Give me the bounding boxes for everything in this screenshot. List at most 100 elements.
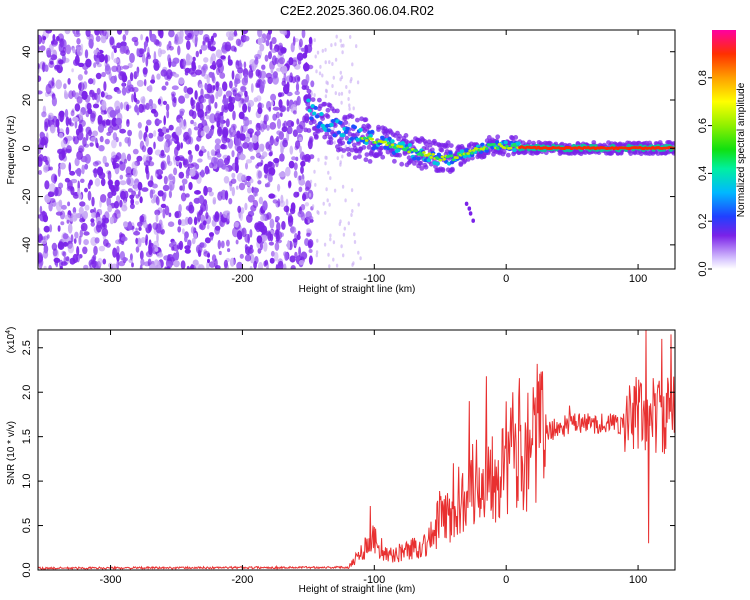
ridge-halo <box>423 164 429 170</box>
ridge-halo <box>366 144 372 150</box>
noise-blob <box>92 254 97 261</box>
noise-blob <box>65 44 72 55</box>
noise-blob <box>269 122 277 130</box>
haze-point <box>340 43 343 48</box>
noise-blob <box>51 96 58 107</box>
ridge-halo <box>322 101 328 107</box>
noise-blob <box>104 54 108 64</box>
ridge-halo <box>324 131 330 137</box>
noise-blob <box>153 240 160 249</box>
noise-blob <box>264 174 268 179</box>
haze-point <box>333 188 337 193</box>
noise-blob <box>116 30 123 35</box>
ridge-halo <box>465 157 471 162</box>
ridge-core <box>505 144 509 148</box>
noise-blob <box>162 208 166 219</box>
ridge-halo <box>349 114 355 119</box>
noise-blob <box>160 69 168 77</box>
noise-blob <box>127 221 133 231</box>
ridge-core <box>492 143 496 146</box>
noise-blob <box>268 193 276 199</box>
noise-blob <box>234 93 242 102</box>
noise-blob <box>73 59 80 66</box>
noise-blob <box>289 255 296 263</box>
noise-blob <box>79 82 83 90</box>
noise-blob <box>286 120 294 128</box>
noise-blob <box>126 119 130 127</box>
haze-point <box>335 263 339 268</box>
x-tick-label: -300 <box>100 574 122 586</box>
noise-blob <box>280 232 285 237</box>
noise-blob <box>84 153 91 164</box>
colorbar-title: Normalized spectral amplitude <box>736 82 747 217</box>
noise-blob <box>116 213 122 219</box>
ridge-body <box>306 98 311 103</box>
haze-point <box>351 62 354 67</box>
colorbar: 0.0 0.2 0.4 0.6 0.8 Normalized spectral ampl… <box>697 30 747 277</box>
haze-point <box>328 60 331 65</box>
noise-blob <box>305 180 312 191</box>
noise-blob <box>156 169 164 176</box>
ridge-body <box>341 133 346 138</box>
haze-point <box>311 204 315 209</box>
noise-blob <box>158 251 163 257</box>
noise-blob <box>200 169 205 178</box>
ridge-halo <box>344 135 350 141</box>
x-tick-label: -200 <box>231 574 253 586</box>
noise-blob <box>187 32 193 39</box>
noise-blob <box>197 123 204 129</box>
noise-blob <box>214 143 221 152</box>
snr-panel: -300 -200 -100 0 100 0.0 0.5 1.0 1.5 2.0 2.5 Heig… <box>5 327 676 595</box>
noise-blob <box>208 130 214 137</box>
noise-blob <box>74 157 80 167</box>
noise-blob <box>62 251 67 257</box>
noise-blob <box>156 73 161 80</box>
noise-blob <box>171 85 179 90</box>
noise-blob <box>102 30 107 37</box>
noise-blob <box>157 128 163 133</box>
ridge-body <box>329 122 334 127</box>
noise-blob <box>278 99 283 109</box>
noise-blob <box>249 132 253 138</box>
ridge-core <box>449 154 454 158</box>
noise-blob <box>174 210 182 219</box>
noise-blob <box>195 163 200 170</box>
noise-blob <box>38 75 42 83</box>
ridge-body <box>407 143 413 147</box>
ridge-body <box>358 127 363 132</box>
haze-point <box>324 161 327 166</box>
noise-blob <box>63 83 67 90</box>
noise-blob <box>113 201 120 209</box>
noise-blob <box>289 145 294 155</box>
ridge-halo <box>317 97 322 103</box>
noise-blob <box>76 38 81 45</box>
haze-point <box>330 43 333 48</box>
haze-point <box>314 182 317 187</box>
noise-blob <box>179 185 184 191</box>
noise-blob <box>88 38 94 49</box>
noise-blob <box>64 108 69 118</box>
noise-blob <box>55 118 60 128</box>
noise-blob <box>255 56 259 62</box>
noise-blob <box>157 119 162 124</box>
y-tick-label: 40 <box>21 46 33 58</box>
noise-blob <box>153 110 159 118</box>
noise-blob <box>237 205 242 213</box>
noise-blob <box>86 102 92 111</box>
noise-blob <box>168 180 175 191</box>
noise-blob <box>223 106 229 113</box>
noise-blob <box>72 135 76 142</box>
noise-blob <box>129 194 135 200</box>
noise-blob <box>268 144 272 151</box>
spectrogram-frame <box>37 29 676 270</box>
noise-blob <box>183 119 187 127</box>
noise-blob <box>65 116 70 127</box>
ridge-body <box>336 130 341 135</box>
noise-blob <box>155 39 160 47</box>
ridge-body <box>314 114 320 119</box>
noise-blob <box>51 77 55 87</box>
noise-blob <box>258 261 263 269</box>
noise-blob <box>249 59 256 66</box>
noise-blob <box>109 119 113 128</box>
